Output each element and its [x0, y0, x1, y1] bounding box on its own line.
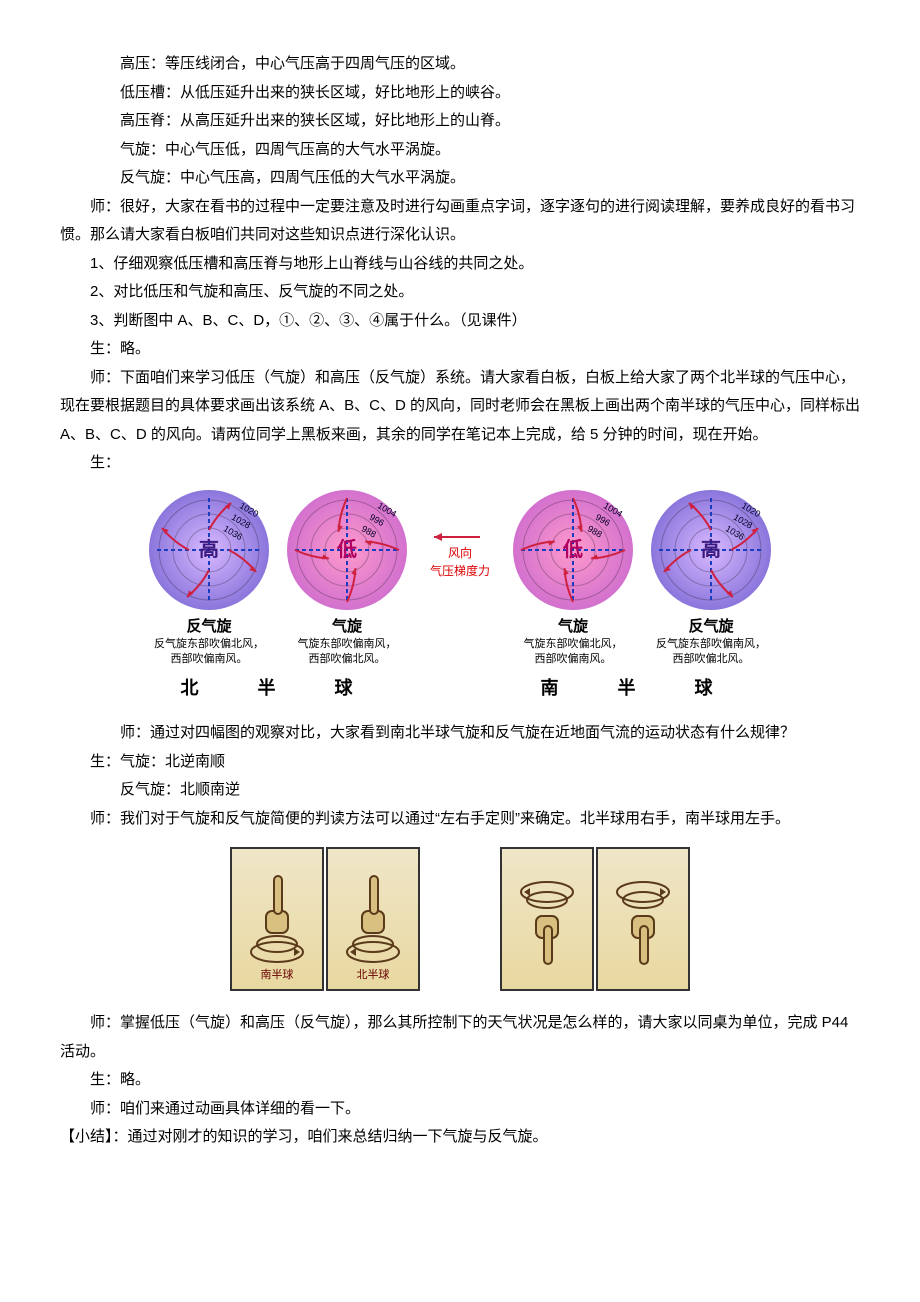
- para-student-4: 生：略。: [60, 1066, 860, 1095]
- def-diyacao: 低压槽：从低压延升出来的狭长区域，好比地形上的峡谷。: [60, 79, 860, 108]
- hand-box: 南半球: [230, 847, 324, 991]
- figure-legend: 风向气压梯度力: [425, 490, 495, 580]
- hand-box: [596, 847, 690, 991]
- para-teacher-5: 师：掌握低压（气旋）和高压（反气旋），那么其所控制下的天气状况是怎么样的，请大家…: [60, 1009, 860, 1066]
- para-teacher-2: 师：下面咱们来学习低压（气旋）和高压（反气旋）系统。请大家看白板，白板上给大家了…: [60, 364, 860, 450]
- hand-label: 北半球: [328, 965, 418, 986]
- hand-rule-figure: 南半球北半球: [60, 847, 860, 991]
- para-teacher-4: 师：我们对于气旋和反气旋简便的判读方法可以通过“左右手定则”来确定。北半球用右手…: [60, 805, 860, 834]
- anticyclone-north: 103610281020高反气旋反气旋东部吹偏北风， 西部吹偏南风。: [149, 490, 269, 668]
- hand-pair-2: [500, 847, 690, 991]
- para-teacher-1: 师：很好，大家在看书的过程中一定要注意及时进行勾画重点字词，逐字逐句的进行阅读理…: [60, 193, 860, 250]
- hand-box: [500, 847, 594, 991]
- caption-sub: 反气旋东部吹偏北风， 西部吹偏南风。: [149, 637, 269, 668]
- def-gaoya: 高压：等压线闭合，中心气压高于四周气压的区域。: [60, 50, 860, 79]
- para-student-3a: 生：气旋：北逆南顺: [60, 748, 860, 777]
- caption: 反气旋: [149, 616, 269, 637]
- caption: 反气旋: [651, 616, 771, 637]
- hemi-north-label: 北 半 球: [180, 671, 379, 705]
- hemi-south-label: 南 半 球: [540, 671, 739, 705]
- caption-sub: 反气旋东部吹偏南风， 西部吹偏北风。: [651, 637, 771, 668]
- def-qixuan: 气旋：中心气压低，四周气压高的大气水平涡旋。: [60, 136, 860, 165]
- para-student-1: 生：略。: [60, 335, 860, 364]
- summary-text: 【小结】：通过对刚才的知识的学习，咱们来总结归纳一下气旋与反气旋。: [60, 1128, 548, 1145]
- caption-sub: 气旋东部吹偏南风， 西部吹偏北风。: [287, 637, 407, 668]
- caption: 气旋: [287, 616, 407, 637]
- caption: 气旋: [513, 616, 633, 637]
- cyclone-south: 9889961004低气旋气旋东部吹偏北风， 西部吹偏南风。: [513, 490, 633, 668]
- pressure-systems-figure: 103610281020高反气旋反气旋东部吹偏北风， 西部吹偏南风。988996…: [60, 490, 860, 668]
- hand-label: 南半球: [232, 965, 322, 986]
- anticyclone-south: 103610281020高反气旋反气旋东部吹偏南风， 西部吹偏北风。: [651, 490, 771, 668]
- para-point-1: 1、仔细观察低压槽和高压脊与地形上山脊线与山谷线的共同之处。: [60, 250, 860, 279]
- para-teacher-6: 师：咱们来通过动画具体详细的看一下。: [60, 1095, 860, 1124]
- para-teacher-3: 师：通过对四幅图的观察对比，大家看到南北半球气旋和反气旋在近地面气流的运动状态有…: [60, 719, 860, 748]
- para-student-2: 生：: [60, 449, 860, 478]
- para-point-3: 3、判断图中 A、B、C、D，①、②、③、④属于什么。（见课件）: [60, 307, 860, 336]
- legend-gradient: 气压梯度力: [430, 562, 490, 580]
- caption-sub: 气旋东部吹偏北风， 西部吹偏南风。: [513, 637, 633, 668]
- hand-box: 北半球: [326, 847, 420, 991]
- hand-pair-1: 南半球北半球: [230, 847, 420, 991]
- hemisphere-labels: 北 半 球 南 半 球: [60, 671, 860, 705]
- svg-text:988: 988: [586, 523, 604, 539]
- svg-text:988: 988: [360, 523, 378, 539]
- para-summary: 【小结】：通过对刚才的知识的学习，咱们来总结归纳一下气旋与反气旋。: [60, 1123, 860, 1152]
- def-gaoyaji: 高压脊：从高压延升出来的狭长区域，好比地形上的山脊。: [60, 107, 860, 136]
- def-fanqixuan: 反气旋：中心气压高，四周气压低的大气水平涡旋。: [60, 164, 860, 193]
- para-point-2: 2、对比低压和气旋和高压、反气旋的不同之处。: [60, 278, 860, 307]
- legend-wind: 风向: [448, 544, 472, 562]
- para-student-3b: 反气旋：北顺南逆: [60, 776, 860, 805]
- cyclone-north: 9889961004低气旋气旋东部吹偏南风， 西部吹偏北风。: [287, 490, 407, 668]
